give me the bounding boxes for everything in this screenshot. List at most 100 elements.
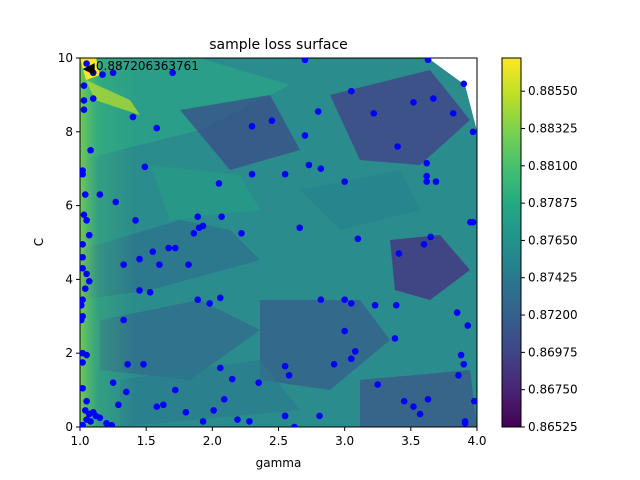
- data-point: [347, 300, 355, 307]
- data-point: [457, 351, 465, 359]
- data-point: [430, 95, 437, 102]
- colorbar-tick-label: 0.86525: [528, 420, 578, 434]
- data-point: [255, 379, 262, 387]
- data-point: [156, 261, 163, 268]
- data-point: [165, 244, 172, 252]
- data-point: [341, 327, 348, 335]
- data-point: [301, 132, 309, 139]
- colorbar-ticks: 0.86525 0.86750 0.86975 0.87200 0.87425 0.876…: [521, 84, 578, 434]
- data-point: [423, 159, 431, 167]
- data-point: [169, 69, 176, 77]
- data-point: [80, 97, 88, 104]
- data-point: [301, 58, 309, 64]
- data-point: [136, 255, 143, 263]
- data-point: [123, 388, 130, 396]
- data-point: [449, 110, 457, 117]
- data-point: [216, 364, 224, 372]
- data-point: [83, 270, 90, 278]
- data-point: [80, 296, 86, 303]
- colorbar-tick-label: 0.88550: [528, 84, 578, 98]
- data-point: [341, 296, 348, 303]
- data-point: [347, 355, 355, 363]
- data-point: [190, 229, 198, 237]
- data-point: [85, 277, 93, 285]
- colorbar: [501, 57, 522, 428]
- data-point: [469, 128, 477, 136]
- data-point: [103, 420, 110, 427]
- data-point: [285, 372, 293, 379]
- colorbar-tick-label: 0.87875: [528, 196, 578, 210]
- data-point: [210, 407, 217, 414]
- data-point: [120, 316, 127, 324]
- data-point: [423, 178, 431, 185]
- data-point: [171, 386, 179, 394]
- data-point: [291, 423, 298, 427]
- data-point: [317, 296, 325, 303]
- max-annotation: 0.887206363761: [82, 59, 199, 76]
- data-point: [160, 401, 167, 409]
- data-point: [80, 211, 88, 219]
- data-point: [89, 95, 97, 102]
- data-point: [99, 71, 106, 78]
- data-point: [395, 250, 403, 257]
- data-point: [85, 231, 93, 239]
- data-point: [432, 178, 440, 185]
- data-point: [391, 335, 399, 342]
- data-point: [216, 294, 224, 302]
- colorbar-tick-label: 0.86750: [528, 383, 578, 397]
- x-axis-label: gamma: [256, 456, 302, 470]
- data-point: [115, 401, 122, 409]
- data-point: [341, 178, 348, 185]
- data-point: [416, 410, 424, 418]
- y-tick-label: 6: [65, 199, 73, 213]
- data-point: [109, 69, 117, 77]
- data-point: [96, 414, 104, 422]
- data-point: [453, 309, 461, 316]
- data-point: [199, 222, 207, 230]
- data-point: [455, 372, 462, 379]
- data-point: [87, 146, 94, 154]
- data-point: [314, 108, 322, 115]
- data-point: [220, 396, 228, 403]
- data-point: [215, 180, 223, 187]
- data-point: [87, 418, 94, 425]
- data-point: [410, 98, 417, 106]
- annotation-arrow-head: [82, 63, 95, 76]
- chart-title: sample loss surface: [209, 37, 348, 53]
- x-tick-label: 2.0: [203, 434, 222, 448]
- data-point: [83, 217, 90, 224]
- x-tick-label: 1.5: [137, 434, 156, 448]
- data-point: [81, 285, 89, 292]
- data-point: [317, 165, 325, 172]
- y-tick-label: 4: [65, 272, 73, 286]
- data-point: [248, 170, 256, 178]
- data-point: [464, 322, 472, 329]
- data-point: [424, 396, 432, 403]
- data-point: [316, 412, 323, 420]
- data-point: [146, 289, 154, 296]
- data-point: [246, 418, 253, 425]
- colorbar-tick-label: 0.87425: [528, 271, 578, 285]
- data-point: [228, 375, 236, 383]
- data-point: [281, 412, 289, 420]
- data-point: [80, 241, 86, 248]
- data-point: [427, 233, 434, 241]
- data-point: [194, 296, 202, 303]
- data-point: [83, 351, 90, 359]
- annotation-label: 0.887206363761: [96, 59, 199, 73]
- colorbar-tick-label: 0.87650: [528, 233, 578, 247]
- data-point: [420, 241, 428, 248]
- data-point: [410, 403, 417, 411]
- data-point: [171, 244, 179, 252]
- data-point: [460, 360, 468, 368]
- data-point: [370, 110, 378, 117]
- data-point: [218, 213, 225, 220]
- data-point: [80, 359, 86, 366]
- data-point: [83, 60, 90, 67]
- x-tick-label: 3.5: [401, 434, 420, 448]
- x-tick-label: 3.0: [335, 434, 354, 448]
- data-point: [354, 235, 362, 243]
- data-point: [424, 58, 432, 64]
- data-point: [469, 218, 477, 226]
